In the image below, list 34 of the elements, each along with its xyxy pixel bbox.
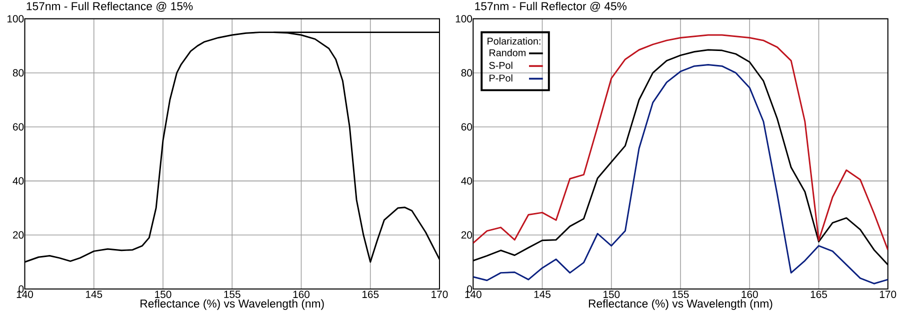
y-tick-label: 40 (461, 177, 472, 185)
y-tick-label: 60 (461, 123, 472, 131)
x-tick-label: 160 (293, 290, 310, 298)
x-tick-label: 155 (224, 290, 240, 298)
x-axis-title: Reflectance (%) vs Wavelength (nm) (588, 299, 772, 310)
x-tick-label: 155 (672, 290, 689, 298)
y-tick-label: 100 (456, 15, 472, 23)
legend-label: Random (490, 49, 526, 56)
x-tick-label: 170 (432, 290, 448, 298)
x-tick-label: 145 (86, 290, 102, 298)
legend-title: Polarization: (488, 38, 540, 45)
y-tick-label: 0 (18, 285, 24, 293)
x-tick-label: 170 (880, 290, 896, 298)
x-axis-title: Reflectance (%) vs Wavelength (nm) (140, 299, 324, 310)
legend-label: S-Pol (489, 62, 512, 70)
x-tick-label: 165 (362, 290, 379, 298)
x-tick-label: 140 (465, 290, 482, 298)
x-tick-label: 160 (742, 290, 758, 298)
y-tick-label: 100 (8, 15, 24, 23)
chart-title: 157nm - Full Reflectance @ 15% (26, 2, 193, 12)
x-tick-label: 150 (604, 290, 620, 298)
chart-title: 157nm - Full Reflector @ 45% (475, 2, 627, 12)
y-tick-label: 20 (461, 231, 472, 239)
x-tick-label: 150 (155, 290, 172, 298)
y-tick-label: 0 (467, 285, 472, 293)
y-tick-label: 40 (12, 177, 24, 185)
y-tick-label: 80 (12, 69, 24, 77)
x-tick-label: 145 (534, 290, 550, 298)
y-tick-label: 80 (461, 69, 472, 77)
y-tick-label: 60 (13, 123, 24, 131)
y-tick-label: 20 (13, 231, 24, 239)
legend-label: P-Pol (490, 74, 512, 82)
x-tick-label: 140 (16, 290, 34, 298)
x-tick-label: 165 (810, 290, 827, 298)
